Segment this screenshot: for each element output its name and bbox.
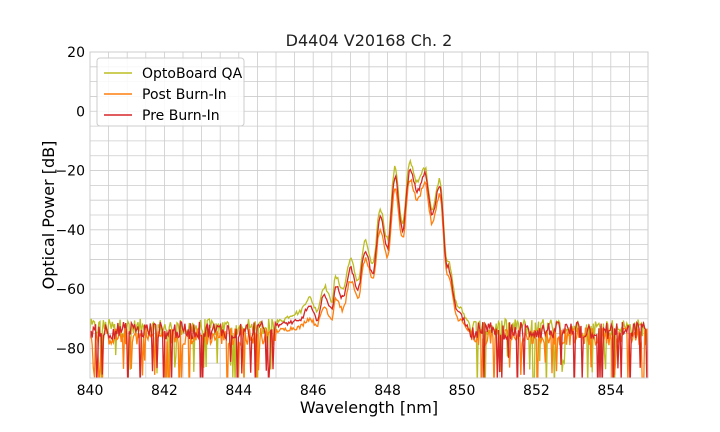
x-tick-label: 846 (300, 383, 327, 399)
y-tick-label: −20 (55, 164, 85, 180)
x-tick-label: 848 (374, 383, 401, 399)
x-axis-label: Wavelength [nm] (300, 398, 438, 417)
x-tick-label: 840 (77, 383, 104, 399)
series-layer (90, 158, 648, 378)
plot-frame (89, 51, 649, 379)
legend: OptoBoard QA Post Burn-In Pre Burn-In (96, 57, 245, 127)
series-line-2 (90, 168, 648, 378)
x-tick-label: 844 (225, 383, 252, 399)
y-tick-label: 0 (76, 104, 85, 120)
legend-label: Pre Burn-In (142, 108, 220, 124)
legend-box (96, 57, 245, 127)
y-tick-label: 20 (67, 45, 85, 61)
x-tick-labels: 840 842 844 846 848 850 852 854 (77, 383, 625, 399)
y-tick-label: −80 (55, 341, 85, 357)
x-tick-label: 854 (597, 383, 624, 399)
y-tick-label: −40 (55, 223, 85, 239)
y-tick-labels: 20 0 −20 −40 −60 −80 (55, 45, 85, 357)
x-tick-label: 842 (151, 383, 178, 399)
x-tick-label: 852 (523, 383, 550, 399)
y-axis-label: Optical Power [dB] (39, 141, 58, 290)
chart-title: D4404 V20168 Ch. 2 (286, 31, 453, 50)
legend-label: Post Burn-In (142, 87, 227, 103)
series-line-1 (90, 178, 648, 378)
x-tick-label: 850 (449, 383, 476, 399)
y-tick-label: −60 (55, 282, 85, 298)
legend-label: OptoBoard QA (142, 66, 243, 82)
